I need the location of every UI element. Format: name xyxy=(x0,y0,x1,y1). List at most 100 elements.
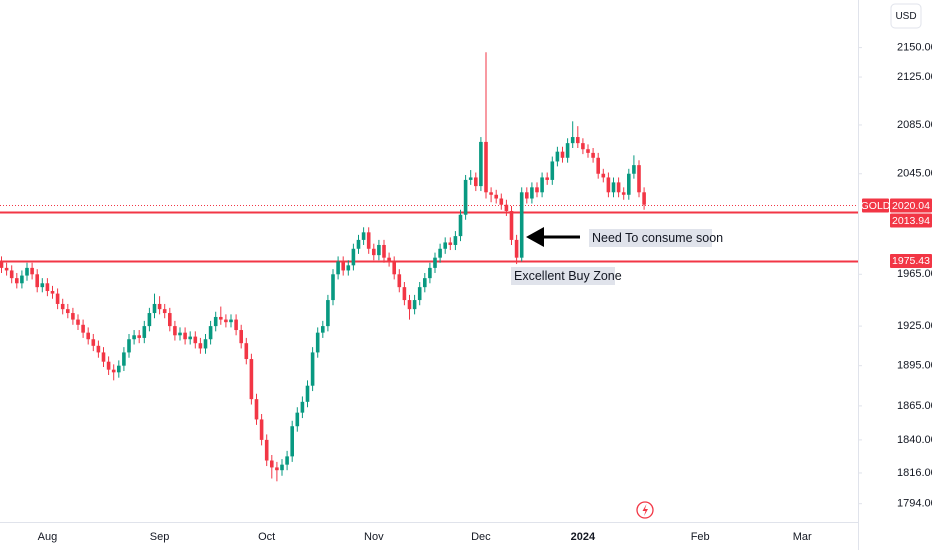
candle-body xyxy=(382,244,386,258)
candle-body xyxy=(346,265,351,271)
price-tag-label: 1975.43 xyxy=(892,255,930,267)
candle-body xyxy=(239,330,243,344)
candle-body xyxy=(40,283,45,288)
x-tick-label: Feb xyxy=(691,531,710,543)
y-tick-label: 2085.00 xyxy=(897,119,932,131)
candle-body xyxy=(224,319,228,323)
candle-body xyxy=(642,192,646,205)
candle-body xyxy=(305,385,310,402)
icon-bolt xyxy=(642,504,648,516)
candle-body xyxy=(122,352,126,366)
candle-body xyxy=(581,143,585,150)
x-tick-label: Dec xyxy=(471,531,491,543)
symbol-tag xyxy=(862,198,889,213)
candle-body xyxy=(407,300,412,310)
plot-area xyxy=(0,52,858,482)
candle-body xyxy=(591,152,595,158)
y-tick-label: 2150.00 xyxy=(897,42,932,54)
candle-body xyxy=(448,242,453,245)
candle-body xyxy=(117,365,121,373)
x-tick-label: Sep xyxy=(150,531,170,543)
candle-body xyxy=(586,149,590,153)
currency-box[interactable] xyxy=(890,3,922,29)
candle-body xyxy=(193,336,198,344)
candle-body xyxy=(91,339,96,346)
candle-body xyxy=(576,137,580,144)
candle-body xyxy=(423,278,427,288)
candle-body xyxy=(596,157,600,174)
candle-body xyxy=(101,352,106,362)
candle-body xyxy=(402,287,407,301)
candle-body xyxy=(264,439,269,461)
candle-body xyxy=(157,303,162,310)
candle-body xyxy=(249,359,254,400)
candle-body xyxy=(351,248,356,266)
candle-body xyxy=(178,332,182,336)
candle-body xyxy=(173,326,177,336)
candle-body xyxy=(127,339,131,353)
candle-body xyxy=(468,177,473,180)
candle-body xyxy=(142,326,147,338)
candle-body xyxy=(458,214,463,237)
candle-body xyxy=(295,412,300,427)
candle-body xyxy=(433,257,437,268)
candle-body xyxy=(509,210,514,240)
candle-body xyxy=(137,335,141,338)
candle-body xyxy=(76,319,80,325)
x-tick-label: Aug xyxy=(38,531,58,543)
candle-body xyxy=(50,291,55,294)
candle-body xyxy=(9,270,14,279)
candle-body xyxy=(315,332,320,353)
candle-body xyxy=(637,165,641,193)
candle-body xyxy=(438,248,442,258)
candle-body xyxy=(514,239,519,258)
candle-body xyxy=(417,287,422,301)
candle-body xyxy=(372,248,376,256)
price-tag xyxy=(890,198,932,213)
candle-body xyxy=(632,165,636,174)
candle-body xyxy=(489,192,493,195)
candle-body xyxy=(611,182,616,193)
candle-body xyxy=(356,239,361,249)
candle-body xyxy=(606,177,611,193)
alert-icon[interactable] xyxy=(636,501,654,519)
candle-body xyxy=(525,192,529,199)
y-tick-label: 2125.00 xyxy=(897,71,932,83)
y-tick-label: 2045.00 xyxy=(897,168,932,180)
candle-body xyxy=(555,151,560,162)
note-box xyxy=(511,267,615,285)
y-tick-label: 1925.00 xyxy=(897,320,932,332)
candle-body xyxy=(213,316,218,327)
candle-body xyxy=(570,137,575,144)
candle-body xyxy=(428,267,432,279)
candle-body xyxy=(188,336,192,340)
candle-body xyxy=(20,275,24,284)
candle-body xyxy=(504,204,509,211)
x-tick-label: 2024 xyxy=(571,531,596,543)
candle-body xyxy=(96,345,101,353)
arrow-drawing xyxy=(526,227,580,247)
annotation: Excellent Buy Zone xyxy=(514,269,622,283)
candle-body xyxy=(392,261,396,275)
candle-body xyxy=(550,161,555,180)
candle-body xyxy=(565,143,570,158)
candle-body xyxy=(259,419,264,440)
candle-body xyxy=(270,460,274,468)
candle-body xyxy=(300,401,305,413)
x-tick-label: Nov xyxy=(364,531,384,543)
candle-body xyxy=(336,261,340,275)
candle-body xyxy=(535,187,539,193)
candle-body xyxy=(519,192,524,258)
candle-body xyxy=(540,177,544,193)
candle-body xyxy=(310,352,315,386)
candle-body xyxy=(111,369,116,373)
symbol-tag-label: GOLD xyxy=(861,200,891,212)
candle-body xyxy=(152,303,157,314)
candle-body xyxy=(71,313,75,320)
candle-body xyxy=(366,232,371,249)
candle-body xyxy=(254,399,259,420)
candle-body xyxy=(147,313,152,327)
candle-body xyxy=(66,309,70,314)
candle-body xyxy=(479,141,483,187)
